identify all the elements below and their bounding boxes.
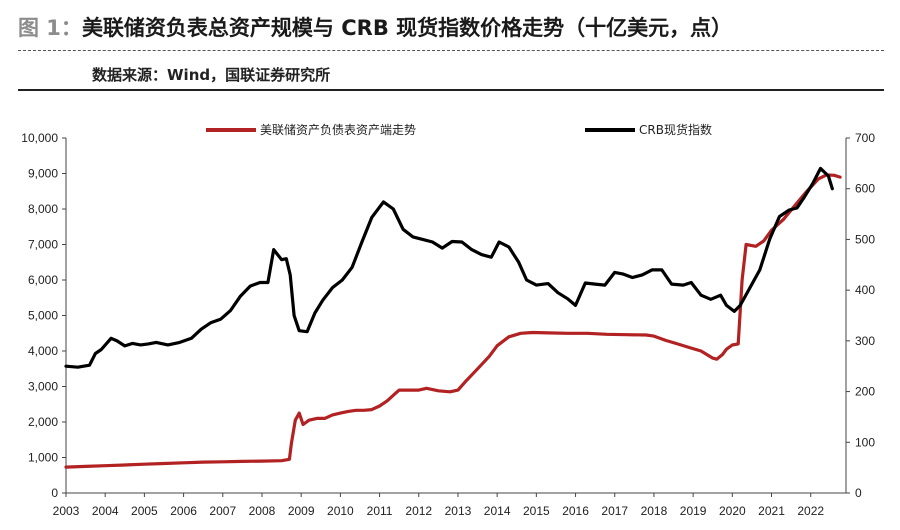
y-left-tick-label: 2,000 [28, 415, 58, 429]
y-left-tick-label: 0 [51, 486, 58, 500]
legend-fed-assets-label: 美联储资产负债表资产端走势 [260, 122, 416, 137]
figure-title-text: 美联储资负表总资产规模与 CRB 现货指数价格走势（十亿美元，点） [81, 16, 733, 40]
x-tick-label: 2015 [523, 504, 550, 518]
figure-title: 图 1：美联储资负表总资产规模与 CRB 现货指数价格走势（十亿美元，点） [18, 12, 732, 42]
x-tick-label: 2010 [327, 504, 354, 518]
y-right-tick-label: 600 [855, 182, 875, 196]
x-tick-label: 2012 [405, 504, 432, 518]
x-tick-label: 2006 [170, 504, 197, 518]
y-right-tick-label: 100 [855, 435, 875, 449]
y-right-tick-label: 200 [855, 385, 875, 399]
y-left-tick-label: 4,000 [28, 344, 58, 358]
y-left-tick-label: 9,000 [28, 167, 58, 181]
y-right-tick-label: 0 [855, 486, 862, 500]
x-tick-label: 2008 [249, 504, 276, 518]
y-right-tick-label: 400 [855, 283, 875, 297]
legend-crb-label: CRB现货指数 [639, 122, 712, 137]
title-divider [18, 50, 884, 51]
x-tick-label: 2013 [445, 504, 472, 518]
figure-label: 图 1： [18, 16, 82, 40]
y-left-tick-label: 5,000 [28, 309, 58, 323]
y-left-tick-label: 7,000 [28, 238, 58, 252]
y-right-tick-label: 500 [855, 232, 875, 246]
header-bottom-rule [18, 89, 884, 91]
y-left-tick-label: 6,000 [28, 273, 58, 287]
x-tick-label: 2014 [484, 504, 511, 518]
y-left-tick-label: 3,000 [28, 380, 58, 394]
y-right-tick-label: 300 [855, 334, 875, 348]
x-tick-label: 2011 [367, 504, 393, 518]
x-tick-label: 2016 [562, 504, 589, 518]
data-source: 数据来源：Wind，国联证券研究所 [92, 66, 331, 84]
x-tick-label: 2018 [641, 504, 668, 518]
series-line-crb [64, 166, 834, 369]
x-tick-label: 2004 [92, 504, 119, 518]
series-line-fed-assets [64, 173, 842, 469]
x-tick-label: 2007 [209, 504, 236, 518]
x-tick-label: 2005 [131, 504, 158, 518]
y-left-tick-label: 8,000 [28, 202, 58, 216]
x-tick-label: 2019 [680, 504, 707, 518]
x-tick-label: 2003 [53, 504, 80, 518]
x-tick-label: 2021 [758, 504, 785, 518]
x-tick-label: 2009 [288, 504, 315, 518]
y-left-tick-label: 1,000 [28, 451, 58, 465]
x-tick-label: 2020 [719, 504, 746, 518]
y-right-tick-label: 700 [855, 131, 875, 145]
x-tick-label: 2017 [601, 504, 628, 518]
y-left-tick-label: 10,000 [21, 131, 58, 145]
x-tick-label: 2022 [797, 504, 824, 518]
